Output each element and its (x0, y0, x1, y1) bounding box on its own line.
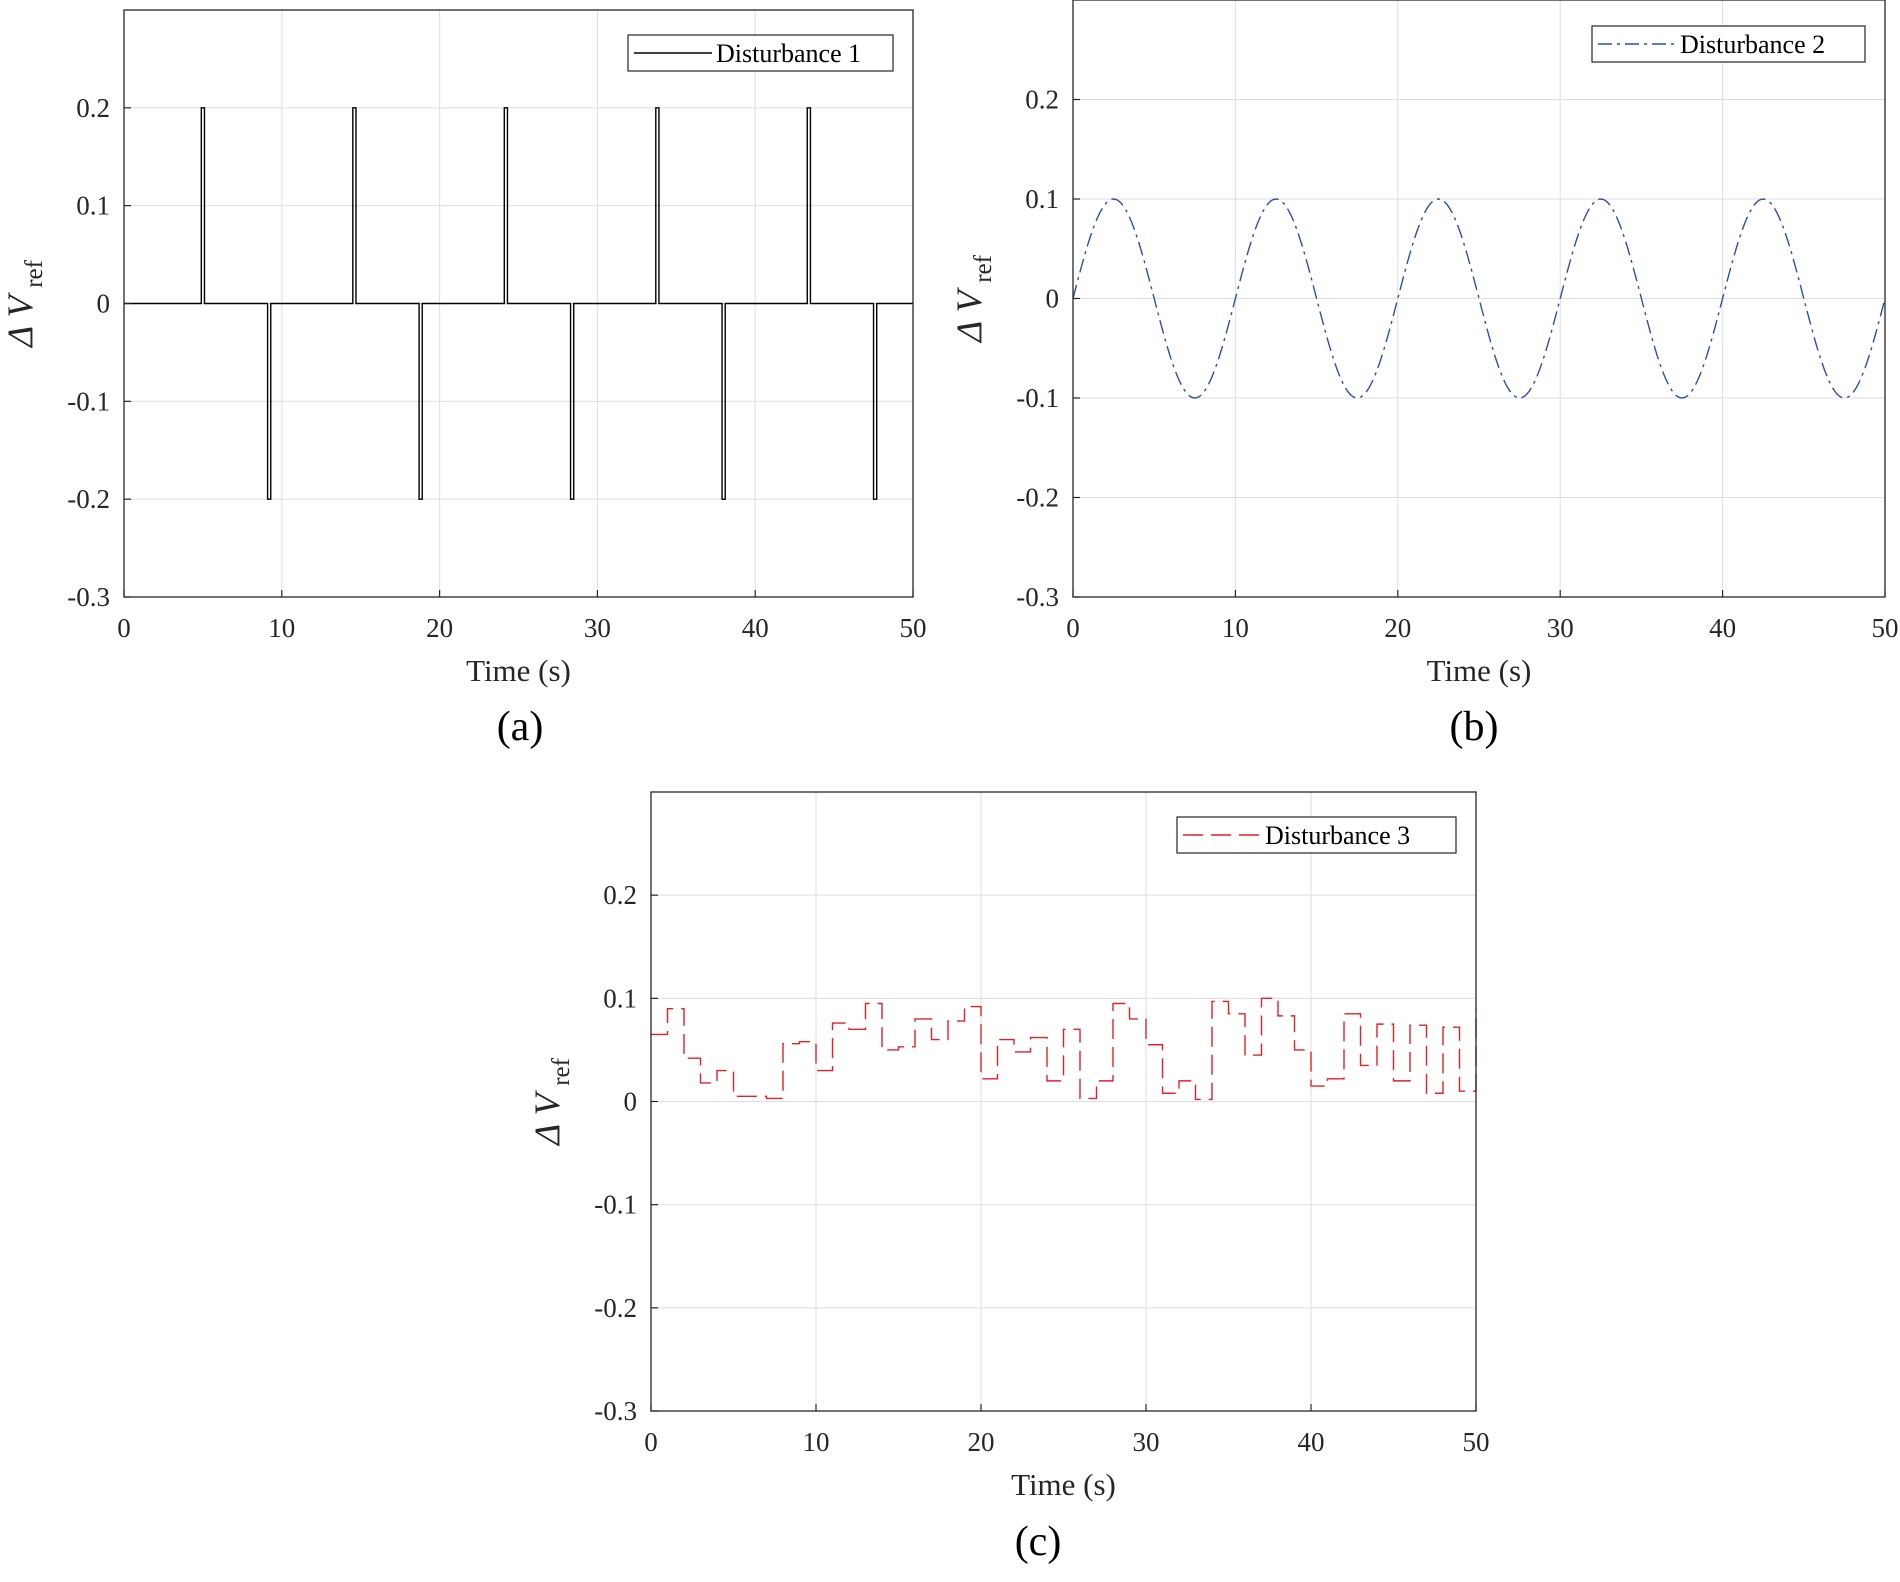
chart-panel-a: 0 10 20 30 40 50-0.3-0.2-0.100.10.2 Time (s) … (0, 9, 927, 750)
legend: Disturbance 1 (627, 34, 894, 72)
x-tick-label: 40 (742, 613, 769, 643)
y-axis-label-main: Δ V (0, 292, 40, 349)
tick-labels: 0 10 20 30 40 50 -0.3 -0.2 -0.1 0 0.1 0.2 (594, 880, 1489, 1457)
y-tick-label: -0.1 (594, 1190, 637, 1220)
x-tick-label: 10 (268, 613, 295, 643)
y-tick-label: -0.3 (1016, 582, 1059, 612)
y-tick-label: -0.1 (1016, 383, 1059, 413)
legend-entry: Disturbance 1 (716, 39, 861, 68)
x-tick-label: 10 (803, 1427, 830, 1457)
legend-entry: Disturbance 3 (1265, 821, 1410, 850)
x-tick-label: 20 (426, 613, 453, 643)
series-line (651, 997, 1477, 1101)
grid-lines (1073, 0, 1885, 597)
y-tick-label: 0.2 (603, 880, 637, 910)
y-axis-label-subscript: ref (21, 259, 48, 287)
x-tick-label: 40 (1709, 613, 1736, 643)
series-layer (124, 107, 913, 500)
y-axis-label-subscript: ref (970, 254, 997, 282)
tick-labels: 0 10 20 30 40 50 -0.3 -0.2 -0.1 0 0.1 0.2 (67, 93, 926, 643)
y-tick-label: 0.1 (603, 983, 637, 1013)
y-tick-label: 0 (624, 1087, 638, 1117)
x-tick-label: 40 (1298, 1427, 1325, 1457)
x-axis-label: Time (s) (466, 653, 571, 688)
chart-panel-c: 0 10 20 30 40 50-0.3-0.2-0.100.10.2 Time (s) … (527, 791, 1490, 1565)
series-line (124, 107, 913, 500)
grid-lines (651, 792, 1476, 1411)
x-tick-label: 50 (1463, 1427, 1490, 1457)
series-layer (651, 997, 1477, 1101)
y-tick-label: -0.3 (594, 1396, 637, 1426)
y-tick-label: -0.2 (1016, 483, 1059, 513)
y-tick-label: 0.1 (76, 191, 110, 221)
y-tick-label: 0 (97, 289, 111, 319)
x-tick-label: 20 (968, 1427, 995, 1457)
x-tick-label: 30 (584, 613, 611, 643)
panel-label: (c) (1015, 1519, 1062, 1565)
y-axis-label-main: Δ V (527, 1090, 567, 1147)
y-tick-label: -0.1 (67, 386, 110, 416)
legend: Disturbance 3 (1176, 816, 1457, 854)
x-tick-label: 0 (1066, 613, 1080, 643)
x-tick-label: 10 (1222, 613, 1249, 643)
y-axis-label-main: Δ V (949, 287, 989, 344)
panel-label: (b) (1450, 704, 1499, 750)
x-tick-label: 20 (1384, 613, 1411, 643)
legend: Disturbance 2 (1591, 25, 1866, 63)
y-tick-label: -0.2 (594, 1293, 637, 1323)
x-tick-label: 0 (117, 613, 131, 643)
x-tick-label: 30 (1133, 1427, 1160, 1457)
x-tick-label: 50 (1872, 613, 1899, 643)
y-tick-label: -0.2 (67, 484, 110, 514)
y-axis-label: Δ V ref (949, 254, 997, 344)
y-tick-label: 0.2 (76, 93, 110, 123)
y-axis-label-subscript: ref (548, 1057, 575, 1085)
y-tick-label: 0 (1046, 284, 1060, 314)
chart-panel-b: 0 10 20 30 40 50-0.3-0.2-0.100.10.2 Time (s) … (949, 0, 1899, 750)
y-tick-label: -0.3 (67, 582, 110, 612)
tick-labels: 0 10 20 30 40 50 -0.3 -0.2 -0.1 0 0.1 0.2 (1016, 85, 1898, 644)
x-axis-label: Time (s) (1011, 1467, 1116, 1502)
panel-label: (a) (497, 704, 544, 750)
x-axis-label: Time (s) (1427, 653, 1532, 688)
y-tick-label: 0.2 (1025, 85, 1059, 115)
x-tick-label: 50 (900, 613, 927, 643)
x-tick-label: 30 (1547, 613, 1574, 643)
y-axis-label: Δ V ref (0, 259, 48, 349)
y-tick-label: 0.1 (1025, 184, 1059, 214)
legend-entry: Disturbance 2 (1680, 30, 1825, 59)
x-tick-label: 0 (644, 1427, 658, 1457)
y-axis-label: Δ V ref (527, 1057, 575, 1147)
